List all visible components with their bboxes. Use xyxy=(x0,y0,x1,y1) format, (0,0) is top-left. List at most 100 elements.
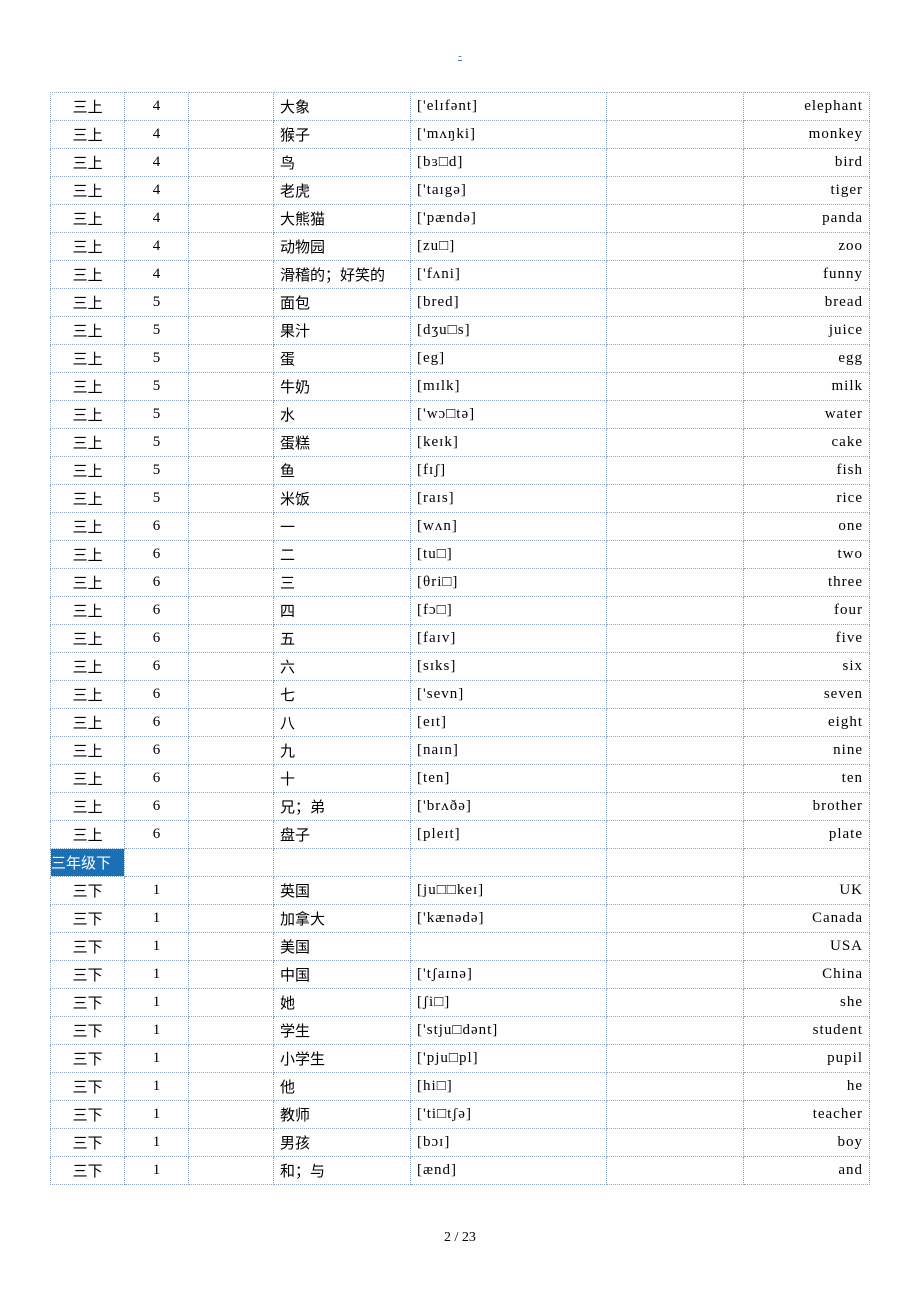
cell-blank2 xyxy=(607,961,744,989)
cell-unit: 6 xyxy=(125,737,188,765)
cell-blank1 xyxy=(188,345,273,373)
cell-blank2 xyxy=(607,1017,744,1045)
cell-english: ten xyxy=(744,765,870,793)
table-row: 三上6四[fɔ□]four xyxy=(51,597,870,625)
cell-phonetic: [fɔ□] xyxy=(411,597,607,625)
table-row: 三下1美国USA xyxy=(51,933,870,961)
cell-english: three xyxy=(744,569,870,597)
cell-blank2 xyxy=(607,849,744,877)
header-mark: - xyxy=(50,50,870,62)
table-row: 三上4动物园[zu□]zoo xyxy=(51,233,870,261)
cell-chinese: 九 xyxy=(274,737,411,765)
cell-blank1 xyxy=(188,597,273,625)
table-row: 三下1男孩[bɔɪ]boy xyxy=(51,1129,870,1157)
cell-unit: 1 xyxy=(125,1101,188,1129)
cell-unit: 4 xyxy=(125,93,188,121)
cell-grade: 三上 xyxy=(51,625,125,653)
cell-grade: 三上 xyxy=(51,149,125,177)
cell-grade: 三上 xyxy=(51,205,125,233)
cell-grade: 三上 xyxy=(51,709,125,737)
cell-unit: 1 xyxy=(125,877,188,905)
cell-unit: 5 xyxy=(125,317,188,345)
cell-blank2 xyxy=(607,989,744,1017)
cell-blank1 xyxy=(188,961,273,989)
cell-blank1 xyxy=(188,877,273,905)
cell-unit: 5 xyxy=(125,457,188,485)
cell-chinese: 十 xyxy=(274,765,411,793)
cell-grade: 三下 xyxy=(51,1101,125,1129)
table-row: 三上5蛋[eg]egg xyxy=(51,345,870,373)
cell-english: zoo xyxy=(744,233,870,261)
table-row: 三下1她[ʃi□]she xyxy=(51,989,870,1017)
cell-chinese: 他 xyxy=(274,1073,411,1101)
cell-unit: 6 xyxy=(125,541,188,569)
cell-grade: 三上 xyxy=(51,513,125,541)
cell-unit: 6 xyxy=(125,569,188,597)
cell-grade: 三下 xyxy=(51,933,125,961)
cell-grade: 三上 xyxy=(51,177,125,205)
cell-chinese: 和；与 xyxy=(274,1157,411,1185)
cell-phonetic: ['sevn] xyxy=(411,681,607,709)
cell-english: teacher xyxy=(744,1101,870,1129)
cell-blank2 xyxy=(607,1157,744,1185)
cell-chinese: 四 xyxy=(274,597,411,625)
table-row: 三上4老虎['taɪgə]tiger xyxy=(51,177,870,205)
cell-blank1 xyxy=(188,905,273,933)
table-row: 三上5牛奶[mɪlk]milk xyxy=(51,373,870,401)
table-row: 三上5米饭[raɪs]rice xyxy=(51,485,870,513)
cell-blank2 xyxy=(607,765,744,793)
cell-blank2 xyxy=(607,121,744,149)
cell-english: seven xyxy=(744,681,870,709)
cell-blank2 xyxy=(607,625,744,653)
cell-unit: 1 xyxy=(125,1017,188,1045)
cell-blank2 xyxy=(607,569,744,597)
cell-english: bird xyxy=(744,149,870,177)
cell-english: and xyxy=(744,1157,870,1185)
cell-blank2 xyxy=(607,289,744,317)
cell-phonetic: [faɪv] xyxy=(411,625,607,653)
cell-grade: 三上 xyxy=(51,653,125,681)
cell-grade: 三上 xyxy=(51,737,125,765)
cell-english: panda xyxy=(744,205,870,233)
table-row: 三上6六[sɪks]six xyxy=(51,653,870,681)
cell-chinese: 鸟 xyxy=(274,149,411,177)
cell-blank1 xyxy=(188,625,273,653)
cell-blank2 xyxy=(607,905,744,933)
cell-unit: 5 xyxy=(125,373,188,401)
cell-chinese: 兄；弟 xyxy=(274,793,411,821)
cell-grade: 三上 xyxy=(51,233,125,261)
cell-english: Canada xyxy=(744,905,870,933)
table-row: 三上6八[eɪt]eight xyxy=(51,709,870,737)
cell-phonetic: [ænd] xyxy=(411,1157,607,1185)
cell-phonetic: [ʃi□] xyxy=(411,989,607,1017)
cell-unit: 1 xyxy=(125,989,188,1017)
cell-phonetic: ['mʌŋki] xyxy=(411,121,607,149)
cell-blank1 xyxy=(188,233,273,261)
table-row: 三上6五[faɪv]five xyxy=(51,625,870,653)
cell-phonetic: ['pændə] xyxy=(411,205,607,233)
cell-blank2 xyxy=(607,457,744,485)
cell-blank2 xyxy=(607,653,744,681)
cell-blank2 xyxy=(607,345,744,373)
cell-phonetic: [hi□] xyxy=(411,1073,607,1101)
cell-blank2 xyxy=(607,1073,744,1101)
cell-grade: 三下 xyxy=(51,905,125,933)
table-row: 三年级下 xyxy=(51,849,870,877)
cell-blank1 xyxy=(188,1073,273,1101)
cell-grade: 三上 xyxy=(51,289,125,317)
cell-blank1 xyxy=(188,765,273,793)
table-row: 三上6盘子[pleɪt]plate xyxy=(51,821,870,849)
cell-blank1 xyxy=(188,1017,273,1045)
cell-english: student xyxy=(744,1017,870,1045)
cell-phonetic: [eɪt] xyxy=(411,709,607,737)
cell-phonetic: [ten] xyxy=(411,765,607,793)
cell-phonetic: [θri□] xyxy=(411,569,607,597)
cell-blank1 xyxy=(188,737,273,765)
cell-phonetic xyxy=(411,933,607,961)
cell-blank2 xyxy=(607,401,744,429)
cell-grade: 三上 xyxy=(51,485,125,513)
table-row: 三下1他[hi□]he xyxy=(51,1073,870,1101)
cell-blank2 xyxy=(607,373,744,401)
table-row: 三上6九[naɪn]nine xyxy=(51,737,870,765)
cell-english: water xyxy=(744,401,870,429)
